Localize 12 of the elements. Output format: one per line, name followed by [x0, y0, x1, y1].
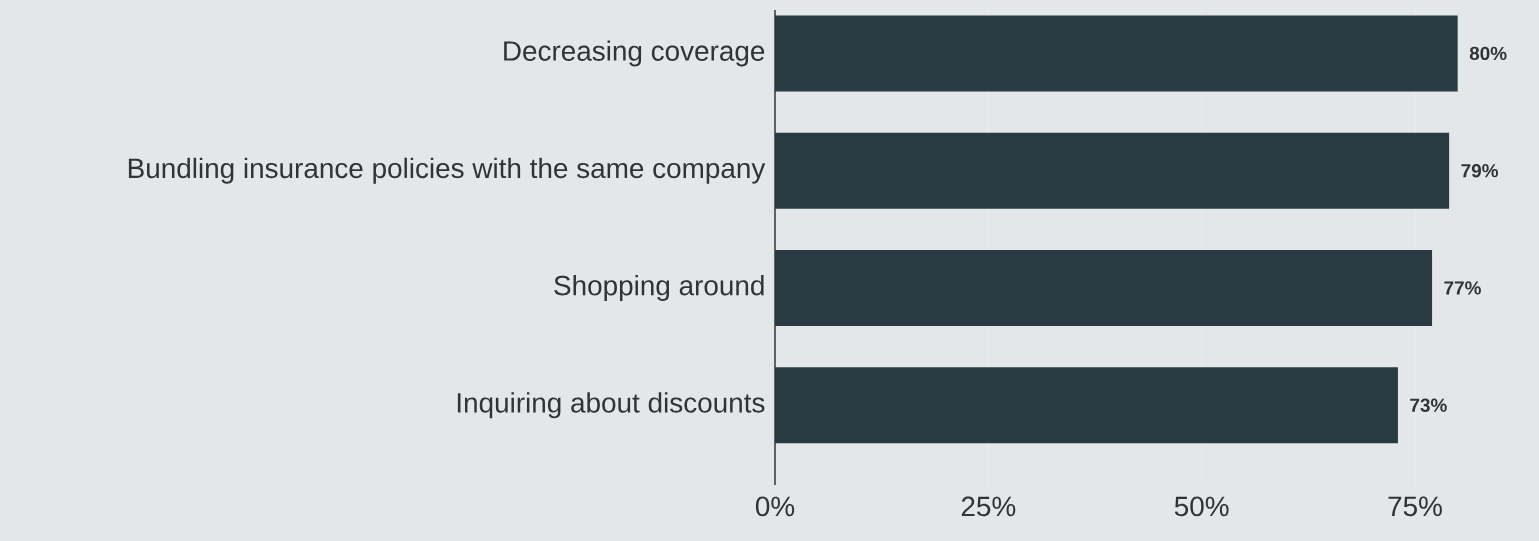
y-tick-label: Decreasing coverage — [504, 40, 765, 67]
data-label: 77% — [1444, 281, 1481, 295]
x-tick-label: 0% — [755, 496, 795, 517]
data-label: 80% — [1469, 46, 1507, 61]
y-tick-label: Inquiring about discounts — [457, 392, 765, 419]
data-label: 73% — [1410, 398, 1447, 412]
y-tick-label: Shopping around — [554, 274, 764, 301]
x-tick-label: 75% — [1388, 496, 1442, 517]
data-label: 79% — [1461, 163, 1499, 178]
x-tick-label: 50% — [1174, 496, 1229, 517]
x-tick-label: 25% — [961, 496, 1016, 517]
y-tick-label: Bundling insurance policies with the same company — [128, 157, 766, 184]
